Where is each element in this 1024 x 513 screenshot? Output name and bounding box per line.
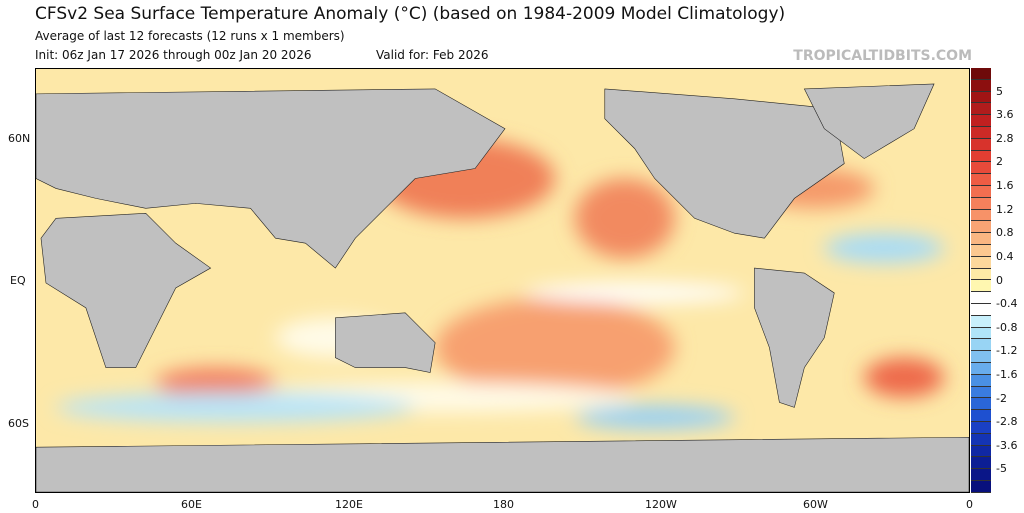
colorbar-bin [971,233,991,245]
lon-label: 120W [645,498,677,511]
colorbar-bin [971,339,991,352]
colorbar-bin [971,162,991,175]
colorbar-label: 0.4 [996,249,1014,263]
valid-time: Valid for: Feb 2026 [376,48,489,62]
colorbar-bin [971,303,991,316]
colorbar-bin [971,480,991,493]
colorbar-bin [971,457,991,470]
colorbar-bin [971,410,991,422]
map-title: CFSv2 Sea Surface Temperature Anomaly (°… [35,4,786,24]
colorbar-label: 1.2 [996,202,1014,216]
colorbar-bin [971,103,991,116]
colorbar-bin [971,197,991,210]
lon-label: 0 [32,498,39,511]
lon-label: 0 [966,498,973,511]
colorbar-label: 2.8 [996,131,1014,145]
lon-label: 60W [803,498,828,511]
colorbar-label: 1.6 [996,179,1014,193]
colorbar-bin [971,185,991,198]
colorbar-label: -0.8 [996,320,1018,334]
colorbar-label: -5 [996,462,1007,476]
lat-label: 60N [8,132,31,145]
colorbar-label: -2 [996,391,1007,405]
colorbar-label: -1.6 [996,367,1018,381]
colorbar-bin [971,327,991,340]
colorbar-bin [971,433,991,446]
colorbar-bin [971,68,991,80]
colorbar-label: -2.8 [996,415,1018,429]
colorbar-label: 2 [996,155,1003,169]
lon-label: 60E [181,498,202,511]
lon-label: 180 [493,498,514,511]
land-masses [36,83,969,492]
colorbar-bin [971,174,991,186]
init-time: Init: 06z Jan 17 2026 through 00z Jan 20… [35,48,312,62]
colorbar-bin [971,256,991,269]
colorbar-bin [971,209,991,222]
colorbar-bin [971,280,991,293]
colorbar-label: -3.6 [996,438,1018,452]
colorbar [971,68,991,493]
colorbar-bin [971,398,991,411]
colorbar-bin [971,115,991,127]
lon-label: 120E [335,498,363,511]
subtitle: Average of last 12 forecasts (12 runs x … [35,29,345,43]
colorbar-label: 0.8 [996,226,1014,240]
colorbar-bin [971,91,991,104]
colorbar-bin [971,244,991,257]
colorbar-bin [971,126,991,139]
colorbar-bin [971,351,991,363]
colorbar-label: -1.2 [996,344,1018,358]
colorbar-bin [971,469,991,481]
colorbar-bin [971,150,991,163]
colorbar-bin [971,315,991,328]
colorbar-label: 3.6 [996,108,1014,122]
colorbar-bin [971,221,991,234]
colorbar-bin [971,362,991,375]
colorbar-bin [971,292,991,304]
colorbar-bin [971,421,991,434]
colorbar-bin [971,79,991,92]
colorbar-label: 0 [996,273,1003,287]
colorbar-bin [971,374,991,387]
lat-label: EQ [10,274,26,287]
sst-anomaly-map [35,68,970,493]
lat-label: 60S [8,417,29,430]
colorbar-bin [971,268,991,281]
colorbar-bin [971,138,991,151]
colorbar-bin [971,386,991,399]
colorbar-bin [971,445,991,458]
colorbar-label: 5 [996,84,1003,98]
brand-watermark: TROPICALTIDBITS.COM [793,48,972,64]
colorbar-label: -0.4 [996,297,1018,311]
